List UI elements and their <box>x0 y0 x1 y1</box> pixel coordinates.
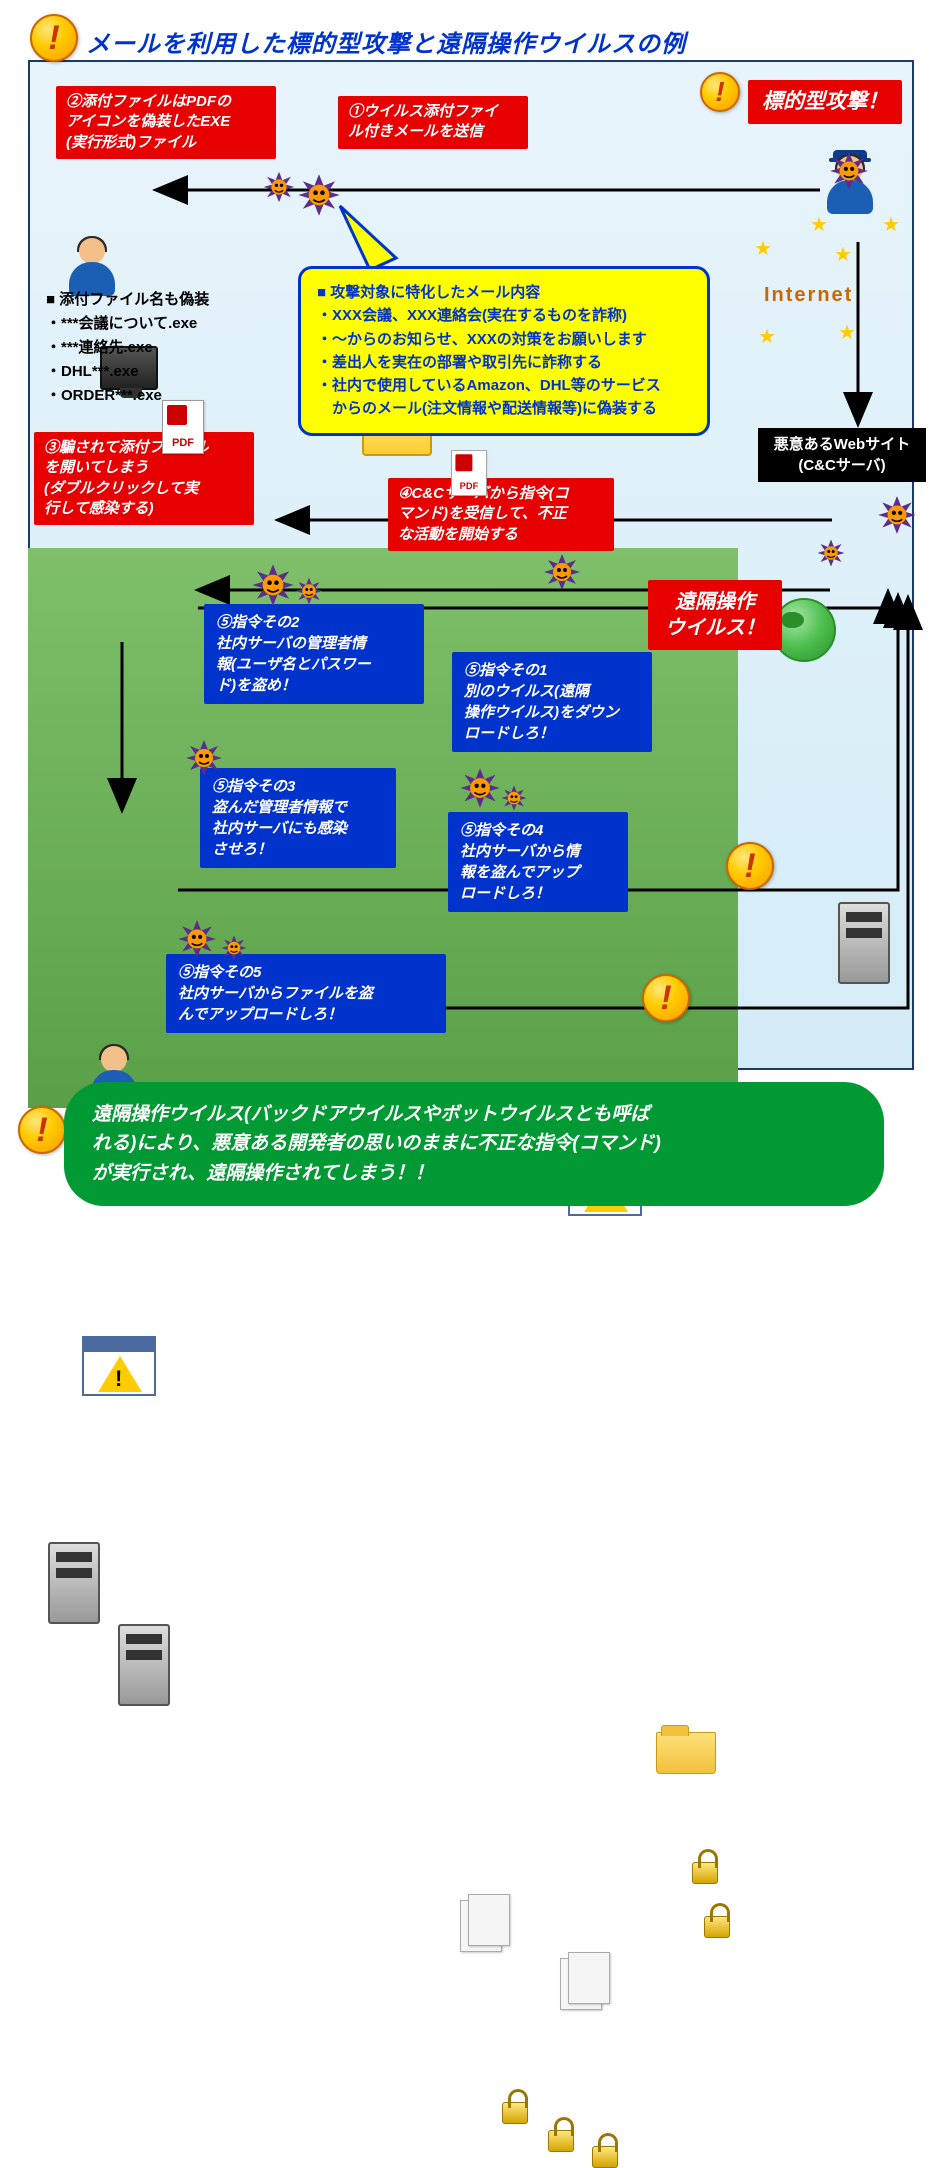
alert-icon: ! <box>642 974 690 1022</box>
virus-icon <box>262 170 296 204</box>
file-list-item: ・***連絡先.exe <box>46 336 209 360</box>
alert-icon: ! <box>726 842 774 890</box>
virus-icon <box>828 150 870 192</box>
yellow-line: ・社内で使用しているAmazon、DHL等のサービス <box>317 374 691 397</box>
cc-server-label: 悪意あるWebサイト (C&Cサーバ) <box>758 428 926 482</box>
alert-icon: ! <box>30 14 78 62</box>
cc-server-icon <box>838 902 890 984</box>
virus-icon <box>500 784 528 812</box>
virus-icon <box>220 934 248 962</box>
internet-label: Internet <box>764 284 853 307</box>
virus-icon <box>296 172 342 218</box>
star-icon: ★ <box>834 242 852 267</box>
mail-content-box: ■ 攻撃対象に特化したメール内容 ・XXX会議、XXX連絡会(実在するものを詐称… <box>298 266 710 436</box>
internal-server-icon <box>118 1624 170 1706</box>
internal-server-icon <box>48 1542 100 1624</box>
step4-box: ④C&Cサーバから指令(コ マンド)を受信して、不正 な活動を開始する <box>388 478 614 551</box>
yellow-line: ・〜からのお知らせ、XXXの対策をお願いします <box>317 328 691 351</box>
star-icon: ★ <box>754 236 772 261</box>
lock-icon <box>692 1862 718 1884</box>
virus-icon <box>176 918 218 960</box>
alert-icon: ! <box>18 1106 66 1154</box>
file-list-heading: ■ 添付ファイル名も偽装 <box>46 288 209 312</box>
cmd1-box: ⑤指令その1 別のウイルス(遠隔 操作ウイルス)をダウン ロードしろ！ <box>452 652 652 752</box>
yellow-line: ・差出人を実在の部署や取引先に詐称する <box>317 351 691 374</box>
alert-icon: ! <box>700 72 740 112</box>
star-icon: ★ <box>810 212 828 237</box>
cmd4-box: ⑤指令その4 社内サーバから情 報を盗んでアップ ロードしろ！ <box>448 812 628 912</box>
file-list-item: ・***会議について.exe <box>46 312 209 336</box>
star-icon: ★ <box>758 324 776 349</box>
conclusion-bubble: 遠隔操作ウイルス(バックドアウイルスやボットウイルスとも呼ば れる)により、悪意… <box>64 1082 884 1206</box>
cmd2-box: ⑤指令その2 社内サーバの管理者情 報(ユーザ名とパスワー ド)を盗め！ <box>204 604 424 704</box>
lock-icon <box>592 2146 618 2168</box>
virus-icon <box>876 494 918 536</box>
yellow-line: ・XXX会議、XXX連絡会(実在するものを詐称) <box>317 304 691 327</box>
virus-icon <box>816 538 846 568</box>
diagram-title: メールを利用した標的型攻撃と遠隔操作ウイルスの例 <box>86 24 686 59</box>
lock-icon <box>548 2130 574 2152</box>
warning-window-icon <box>82 1336 156 1396</box>
pdf-icon <box>162 400 204 454</box>
banner-remote-virus: 遠隔操作 ウイルス！ <box>648 580 782 650</box>
star-icon: ★ <box>838 320 856 345</box>
documents-icon <box>460 1894 512 1952</box>
yellow-line: からのメール(注文情報や配送情報等)に偽装する <box>317 397 691 420</box>
step2-box: ②添付ファイルはPDFの アイコンを偽装したEXE (実行形式)ファイル <box>56 86 276 159</box>
virus-icon <box>250 562 296 608</box>
file-list-item: ・DHL***.exe <box>46 360 209 384</box>
virus-icon <box>184 738 224 778</box>
file-list-item: ・ORDER***.exe <box>46 384 209 408</box>
pdf-icon <box>451 450 487 496</box>
fake-filename-list: ■ 添付ファイル名も偽装 ・***会議について.exe ・***連絡先.exe … <box>46 288 209 408</box>
virus-icon <box>458 766 502 810</box>
step3-box: ③騙されて添付ファイル を開いてしまう (ダブルクリックして実 行して感染する) <box>34 432 254 525</box>
step1-box: ①ウイルス添付ファイ ル付きメールを送信 <box>338 96 528 149</box>
virus-icon <box>542 552 582 592</box>
lock-icon <box>502 2102 528 2124</box>
star-icon: ★ <box>882 212 900 237</box>
cmd5-box: ⑤指令その5 社内サーバからファイルを盗 んでアップロードしろ！ <box>166 954 446 1033</box>
lock-icon <box>704 1916 730 1938</box>
yellow-heading: ■ 攻撃対象に特化したメール内容 <box>317 281 691 304</box>
documents-icon <box>560 1952 612 2010</box>
folder-icon <box>656 1732 716 1774</box>
virus-icon <box>294 576 324 606</box>
banner-targeted-attack: 標的型攻撃！ <box>748 80 902 124</box>
cmd3-box: ⑤指令その3 盗んだ管理者情報で 社内サーバにも感染 させろ！ <box>200 768 396 868</box>
